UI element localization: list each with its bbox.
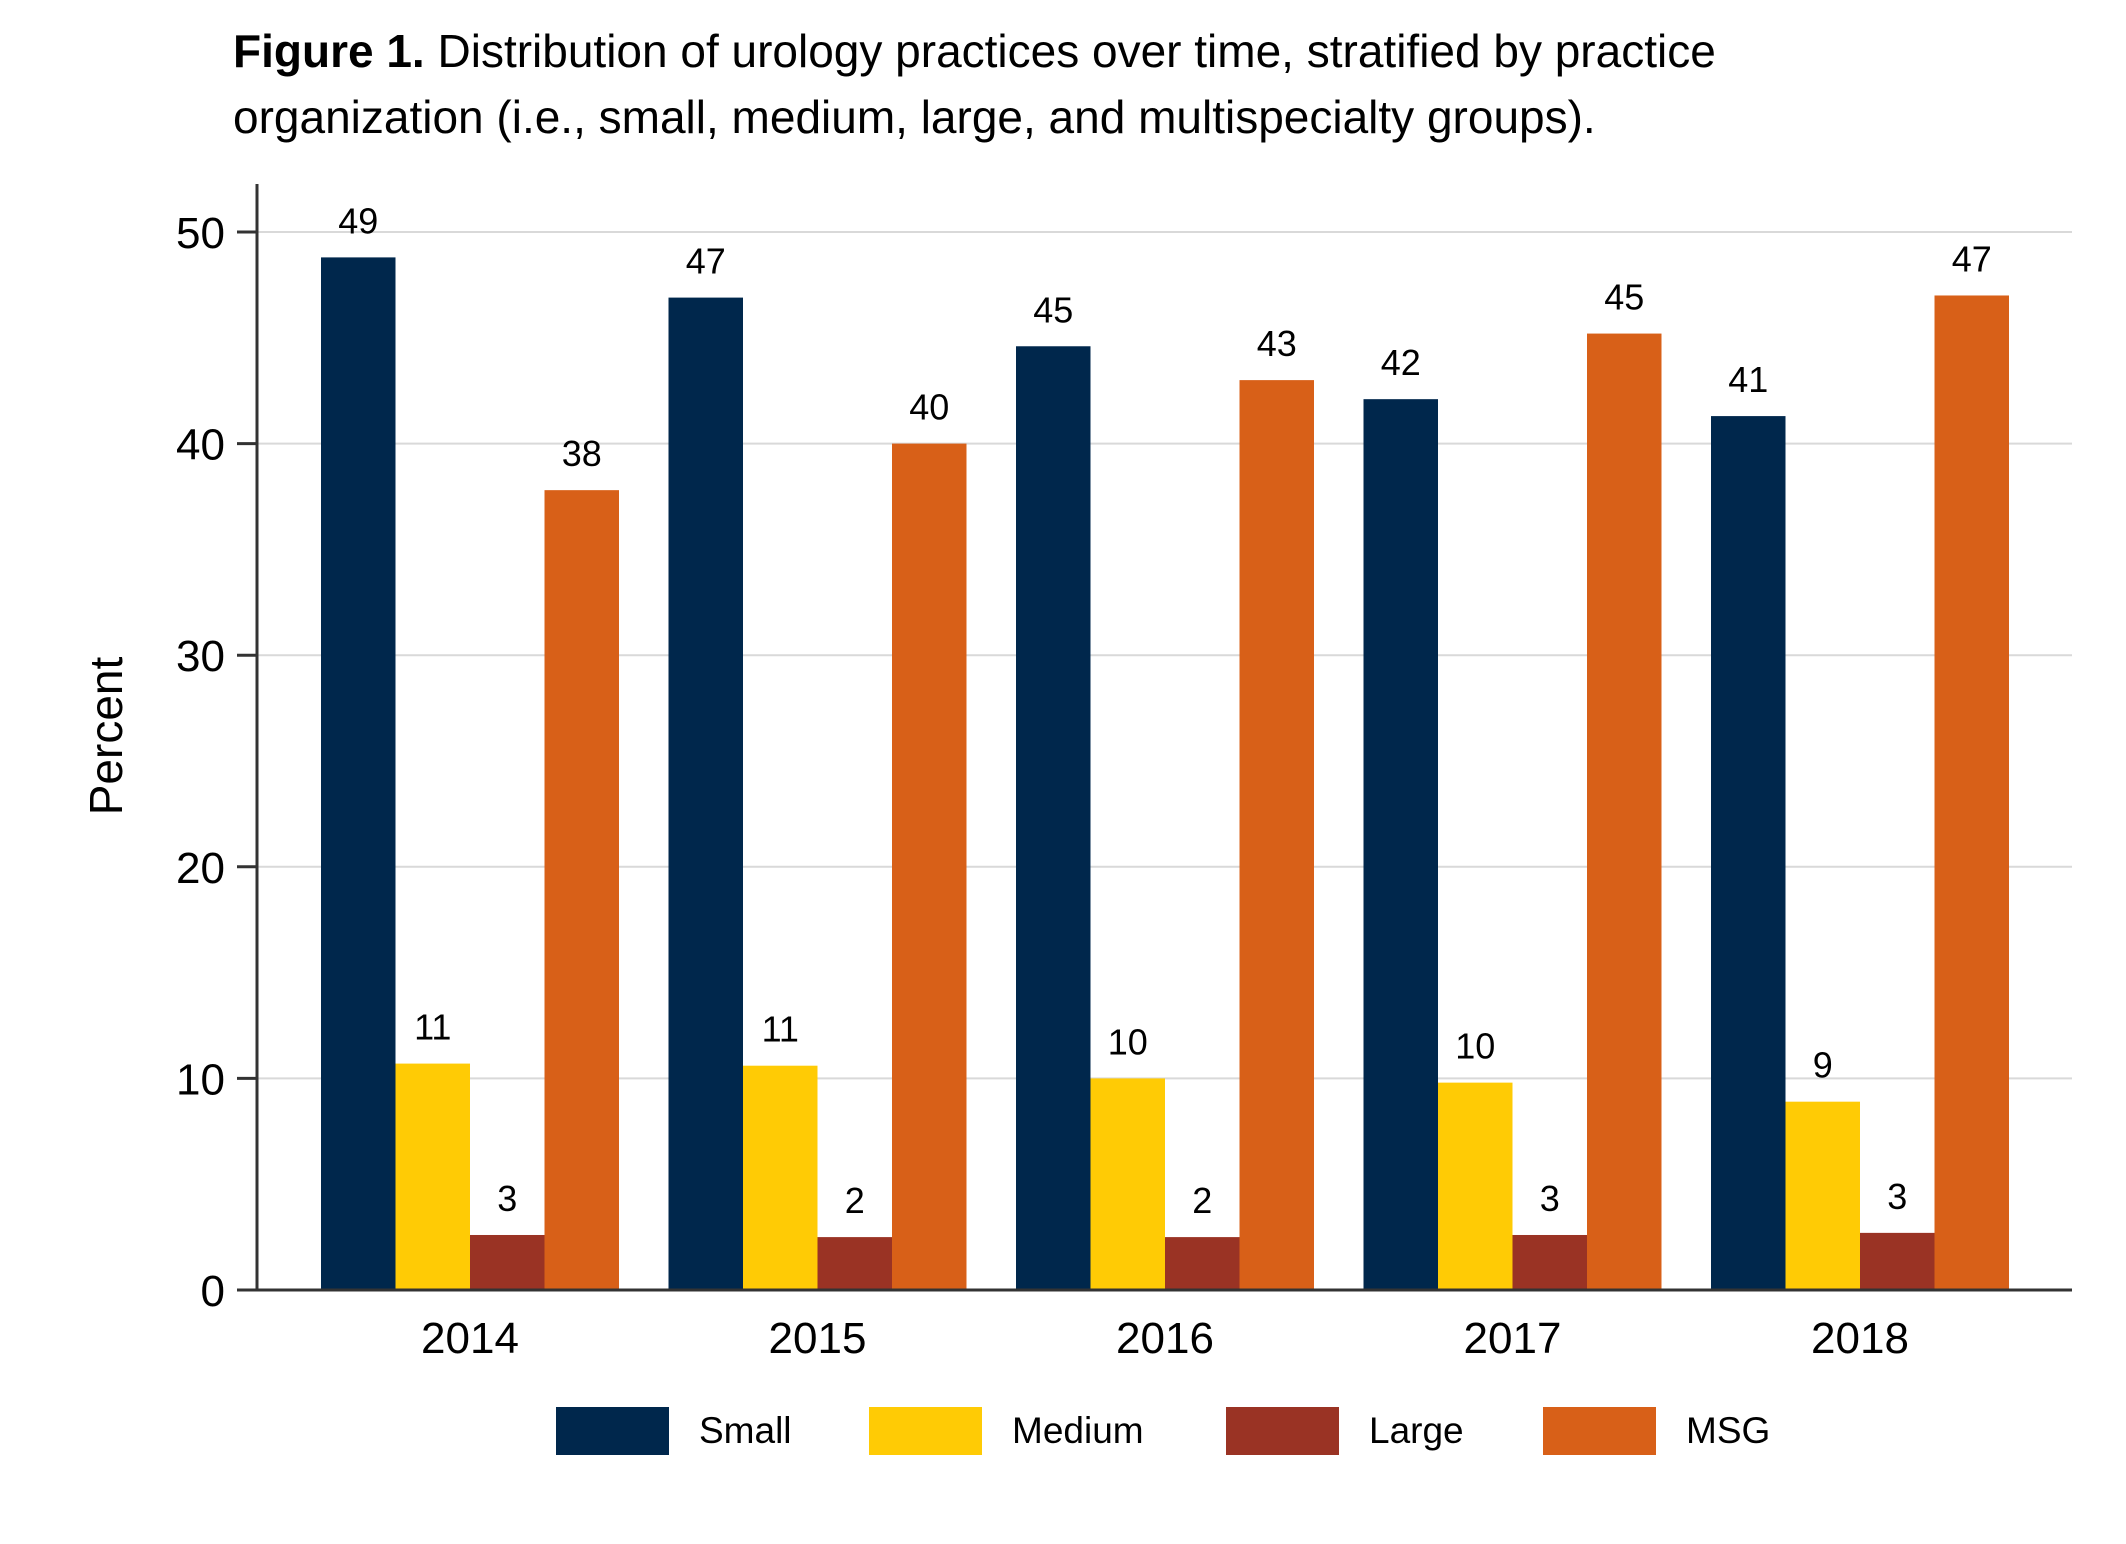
data-label: 10 (1455, 1026, 1495, 1067)
legend-label: Medium (1012, 1410, 1144, 1451)
data-label: 45 (1604, 277, 1644, 318)
y-tick-label: 10 (176, 1055, 225, 1104)
legend-item-large: Large (1226, 1407, 1464, 1455)
legend-swatch (1543, 1407, 1656, 1455)
x-tick-label: 2018 (1811, 1314, 1909, 1363)
y-tick-label: 50 (176, 209, 225, 258)
caption-line-1: Figure 1. Distribution of urology practi… (233, 18, 2113, 84)
data-labels: 49 11 3 38 47 11 2 40 45 10 2 43 42 10 3 45 41 9 3 47 (338, 200, 1992, 1221)
x-tick-label: 2016 (1116, 1314, 1214, 1363)
data-label: 38 (562, 433, 602, 474)
data-label: 9 (1813, 1045, 1833, 1086)
data-label: 3 (1540, 1178, 1560, 1219)
data-label: 2 (1192, 1180, 1212, 1221)
bar-msg-2015 (892, 443, 967, 1291)
bar-medium-2017 (1438, 1082, 1513, 1290)
figure-caption: Figure 1. Distribution of urology practi… (233, 18, 2113, 150)
bar-small-2018 (1711, 416, 1786, 1290)
data-label: 42 (1381, 342, 1421, 383)
caption-line-2: organization (i.e., small, medium, large… (233, 91, 1596, 143)
bar-large-2016 (1165, 1237, 1240, 1290)
data-label: 47 (686, 241, 726, 282)
data-label: 49 (338, 200, 378, 241)
legend-swatch (1226, 1407, 1339, 1455)
data-label: 45 (1033, 289, 1073, 330)
figure-label: Figure 1. (233, 25, 425, 77)
bar-medium-2014 (395, 1063, 470, 1290)
x-ticks: 2014 2015 2016 2017 2018 (421, 1314, 1909, 1363)
bar-msg-2016 (1239, 380, 1314, 1290)
data-label: 3 (1887, 1176, 1907, 1217)
x-tick-label: 2017 (1464, 1314, 1562, 1363)
x-tick-label: 2015 (769, 1314, 867, 1363)
bar-large-2018 (1860, 1232, 1935, 1290)
bar-large-2015 (817, 1237, 892, 1290)
bar-small-2017 (1363, 399, 1438, 1290)
gridlines (257, 231, 2072, 1080)
y-tick-label: 30 (176, 632, 225, 681)
bar-medium-2016 (1090, 1078, 1165, 1290)
y-tick-label: 40 (176, 421, 225, 470)
data-label: 10 (1108, 1021, 1148, 1062)
legend-label: Large (1369, 1410, 1464, 1451)
legend-label: MSG (1686, 1410, 1770, 1451)
legend-item-medium: Medium (869, 1407, 1144, 1455)
legend: Small Medium Large MSG (556, 1407, 1770, 1455)
bar-large-2017 (1512, 1234, 1587, 1290)
legend-swatch (869, 1407, 982, 1455)
axes (237, 184, 2072, 1292)
data-label: 11 (414, 1007, 451, 1048)
caption-text-1: Distribution of urology practices over t… (424, 25, 1716, 77)
bar-msg-2017 (1587, 333, 1662, 1290)
data-label: 40 (909, 387, 949, 428)
data-label: 2 (845, 1180, 865, 1221)
y-tick-label: 0 (201, 1267, 225, 1316)
bar-msg-2014 (544, 490, 619, 1291)
y-tick-label: 20 (176, 844, 225, 893)
data-label: 11 (762, 1009, 799, 1050)
x-tick-label: 2014 (421, 1314, 519, 1363)
bar-msg-2018 (1934, 295, 2009, 1291)
legend-item-msg: MSG (1543, 1407, 1770, 1455)
legend-item-small: Small (556, 1407, 792, 1455)
legend-swatch (556, 1407, 669, 1455)
data-label: 3 (497, 1178, 517, 1219)
bars (321, 257, 2009, 1291)
bar-small-2015 (668, 297, 743, 1290)
bar-medium-2015 (743, 1065, 818, 1290)
legend-label: Small (699, 1410, 792, 1451)
data-label: 43 (1257, 323, 1297, 364)
bar-small-2014 (321, 257, 396, 1291)
data-label: 41 (1728, 359, 1768, 400)
bar-small-2016 (1016, 346, 1091, 1290)
bar-medium-2018 (1785, 1101, 1860, 1290)
y-axis-title: Percent (80, 657, 132, 816)
bar-large-2014 (470, 1234, 545, 1290)
y-ticks: 0 10 20 30 40 50 (176, 209, 257, 1316)
data-label: 47 (1952, 238, 1992, 279)
